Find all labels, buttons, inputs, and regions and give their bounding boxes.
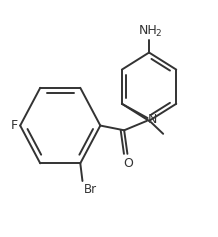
Text: O: O xyxy=(124,157,133,170)
Text: F: F xyxy=(10,119,18,132)
Text: NH: NH xyxy=(139,24,157,37)
Text: N: N xyxy=(148,113,157,126)
Text: 2: 2 xyxy=(155,29,160,38)
Text: Br: Br xyxy=(83,183,97,196)
